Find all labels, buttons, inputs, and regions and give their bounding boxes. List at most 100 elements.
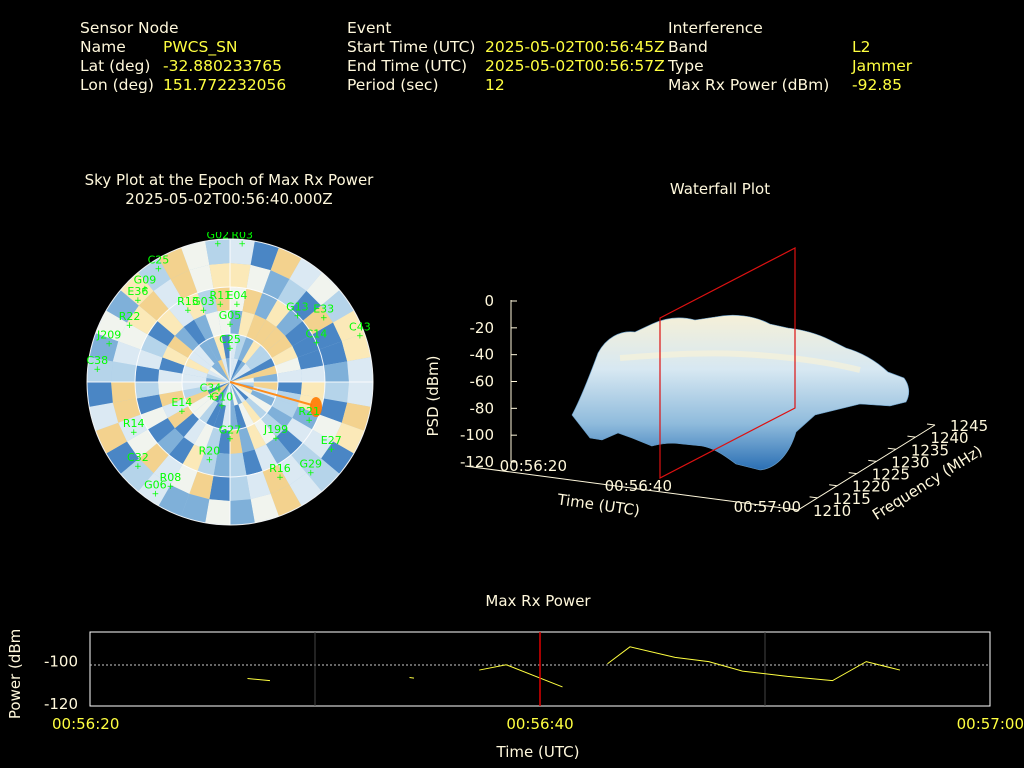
satellite-plus-marker: + [130, 428, 138, 438]
satellite-label: G06 [144, 479, 167, 492]
sky-heatmap-cell [189, 264, 214, 293]
sky-heatmap-cell [238, 402, 254, 428]
name-value: PWCS_SN [163, 38, 238, 56]
sky-heatmap-cell [300, 382, 325, 399]
sky-heatmap-cell [277, 454, 307, 486]
sky-heatmap-cell [138, 443, 169, 474]
sky-heatmap-cell [140, 334, 168, 358]
satellite-plus-marker: + [276, 473, 284, 483]
frequency-axis [797, 424, 936, 511]
psd-ticks: 0 -20 -40 -60 -80 -100 -120 [460, 292, 517, 471]
sky-heatmap-cell [183, 418, 206, 445]
power-y-tick-label: -100 [44, 653, 78, 671]
start-time-label: Start Time (UTC) [347, 38, 476, 56]
sky-heatmap-cell [254, 292, 278, 320]
sky-heatmap-cell [158, 247, 190, 279]
sky-heatmap-cell [230, 382, 235, 406]
name-label: Name [80, 38, 126, 56]
sky-heatmap-cell [213, 404, 226, 430]
sky-heatmap-cell [111, 382, 137, 403]
sky-heatmap-cell [341, 402, 371, 431]
sky-heatmap-cell [106, 290, 139, 323]
sky-heatmap-cell [120, 458, 154, 492]
sky-heatmap-cell [319, 398, 348, 423]
satellite-plus-marker: + [226, 320, 234, 330]
sky-heatmap-cell [213, 452, 230, 477]
time-tick-label: 00:56:20 [500, 457, 567, 475]
sky-plot-subtitle: 2025-05-02T00:56:40.000Z [125, 190, 333, 208]
satellite-label: C14 [306, 328, 328, 341]
satellite-plus-marker: + [226, 435, 234, 445]
sky-heatmap-cell [206, 382, 230, 391]
satellite-plus-marker: + [217, 300, 225, 310]
satellite-label: C25 [148, 253, 170, 266]
psd-tick-label: -80 [470, 399, 495, 417]
satellite-plus-marker: + [178, 407, 186, 417]
sky-heatmap-cell [260, 326, 286, 352]
sky-heatmap-cell [276, 428, 303, 455]
psd-tick-label: -40 [470, 346, 495, 364]
sky-heatmap-cell [209, 382, 230, 398]
sky-heatmap-cell [184, 358, 210, 374]
sky-heatmap-cell [167, 406, 194, 429]
sky-heatmap-cell [193, 397, 215, 419]
epoch-marker-plane [659, 247, 796, 479]
satellite-label: G05 [219, 309, 242, 322]
sky-heatmap-cell [153, 454, 183, 486]
satellite-plus-marker: + [313, 339, 321, 349]
sky-heatmap-cell [147, 320, 175, 346]
power-y-axis-label: Power (dBm) [6, 628, 24, 719]
sky-heatmap-cell [184, 390, 210, 406]
sky-heatmap-cell [266, 335, 293, 358]
sky-heatmap-cell [254, 319, 277, 346]
sky-heatmap-cell [242, 340, 261, 364]
sky-heatmap-cell [194, 314, 214, 341]
sky-heatmap-cell [300, 365, 325, 382]
satellite-label: E04 [226, 289, 247, 302]
satellite-label: R16 [269, 462, 291, 475]
sky-heatmap-cell [246, 471, 271, 500]
sky-heatmap-cell [89, 333, 119, 362]
sky-heatmap-cell [246, 423, 266, 450]
sky-heatmap-cell [207, 382, 230, 394]
sky-heatmap-cell [181, 493, 210, 523]
satellite-plus-marker: + [105, 340, 113, 350]
satellite-label: G10 [211, 390, 234, 403]
satellite-label: G29 [300, 458, 323, 471]
time-axis [464, 465, 799, 511]
satellite-label: E33 [313, 302, 334, 315]
interference-heading: Interference [668, 19, 763, 37]
satellite-markers: +G02+R03+C25+G09+E36+R22+J209+C38+R13+G0… [86, 232, 370, 500]
sky-heatmap-cell [136, 349, 163, 370]
sky-heatmap-cell [319, 341, 348, 366]
sky-heatmap-cell [253, 373, 278, 382]
sky-heatmap-cell [230, 239, 255, 265]
sky-heatmap-cell [221, 405, 230, 430]
sky-heatmap-cell [297, 349, 324, 370]
sky-heatmap-cell [245, 345, 267, 367]
sky-heatmap-cell [347, 357, 373, 382]
sky-heatmap-cell [217, 310, 230, 335]
sky-heatmap-cell [238, 311, 255, 337]
sky-heatmap-cell [188, 351, 212, 370]
band-label: Band [668, 38, 708, 56]
sky-heatmap-cell [214, 361, 230, 382]
sky-heatmap-cell [323, 382, 349, 403]
sky-heatmap-cell [87, 357, 113, 382]
frequency-tick-mark [926, 423, 936, 426]
sky-heatmap-cell [271, 398, 298, 418]
sky-heatmap-cell [250, 493, 279, 523]
sky-heatmap-cell [162, 346, 189, 366]
sky-heatmap-cell [230, 366, 251, 382]
satellite-plus-marker: + [207, 393, 215, 403]
sky-heatmap-cell [277, 382, 302, 395]
type-value: Jammer [852, 57, 913, 75]
sky-heatmap-cell [230, 382, 246, 403]
satellite-label: R14 [123, 417, 145, 430]
sky-heatmap-cell [158, 485, 190, 517]
sky-heatmap-cell [245, 397, 267, 419]
sky-heatmap-cell [248, 351, 272, 370]
sky-heatmap-cell [242, 400, 261, 424]
sky-grid [86, 238, 374, 526]
sky-heatmap-cell [221, 334, 230, 359]
